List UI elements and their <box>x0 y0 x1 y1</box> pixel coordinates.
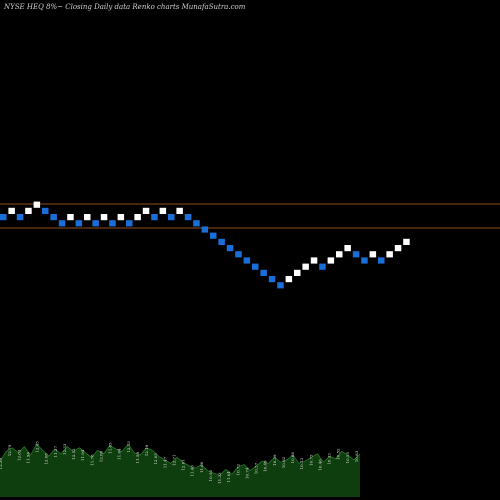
renko-brick-down <box>268 276 276 283</box>
renko-brick-down <box>210 232 217 239</box>
renko-brick-up <box>117 214 125 221</box>
renko-bricks <box>0 201 410 289</box>
renko-brick-down <box>260 269 267 276</box>
volume-label: 11.96 <box>25 452 30 464</box>
renko-brick-up <box>403 238 410 245</box>
renko-brick-up <box>176 207 183 214</box>
renko-brick-down <box>16 214 24 221</box>
volume-label: 10.33 <box>327 453 332 465</box>
volume-label: 10.39 <box>272 454 277 466</box>
volume-label: 12.08 <box>44 453 49 465</box>
volume-label: 12.39 <box>0 458 3 470</box>
renko-brick-up <box>327 257 335 264</box>
renko-brick-up <box>142 207 150 214</box>
volume-label: 11.64 <box>117 448 122 460</box>
volume-label: 11.94 <box>80 449 85 461</box>
renko-brick-down <box>352 251 360 258</box>
volume-label: 11.64 <box>226 471 231 483</box>
volume-label: 12.52 <box>71 448 76 460</box>
renko-brick-down <box>109 220 116 227</box>
renko-brick-down <box>378 257 385 264</box>
volume-label: 11.33 <box>217 472 222 484</box>
renko-brick-down <box>243 257 251 264</box>
renko-brick-down <box>184 214 192 221</box>
renko-brick-down <box>58 220 66 227</box>
renko-brick-down <box>0 214 7 221</box>
renko-brick-down <box>361 257 368 264</box>
renko-brick-down <box>218 238 225 245</box>
volume-label: 10.50 <box>208 470 213 482</box>
renko-brick-up <box>344 245 351 252</box>
renko-brick-down <box>168 214 175 221</box>
volume-label: 11.47 <box>162 456 167 468</box>
volume-label: 11.78 <box>89 454 94 466</box>
renko-brick-down <box>277 282 284 289</box>
renko-brick-down <box>75 220 83 227</box>
volume-label: 11.65 <box>108 442 113 454</box>
volume-label: 12.79 <box>7 444 12 456</box>
renko-brick-down <box>42 207 49 214</box>
renko-brick-down <box>201 226 209 233</box>
renko-brick-down <box>193 220 200 227</box>
volume-label: 12.00 <box>98 450 103 462</box>
renko-brick-down <box>92 220 99 227</box>
volume-label: 12.45 <box>35 441 40 453</box>
renko-brick-up <box>100 214 108 221</box>
volume-label: 10.55 <box>345 452 350 464</box>
volume-label: 12.01 <box>181 459 186 470</box>
volume-label: 12.05 <box>153 453 158 465</box>
volume-label: 10.62 <box>281 456 286 468</box>
renko-brick-up <box>33 201 41 208</box>
volume-label: 11.60 <box>199 461 204 473</box>
renko-brick-up <box>336 251 343 258</box>
volume-label: 12.33 <box>62 443 67 455</box>
volume-area-fill <box>0 444 360 497</box>
volume-label: 11.46 <box>190 465 195 477</box>
renko-brick-up <box>302 263 309 270</box>
volume-label: 10.46 <box>318 459 323 471</box>
renko-brick-up <box>8 207 15 214</box>
volume-label: 12.19 <box>144 444 149 456</box>
renko-brick-up <box>294 269 301 276</box>
volume-label: 12.13 <box>126 441 131 453</box>
volume-line <box>0 443 361 476</box>
renko-brick-down <box>50 214 57 221</box>
renko-brick-up <box>134 214 141 221</box>
volume-area <box>0 443 361 497</box>
volume-label: 10.83 <box>354 450 359 462</box>
renko-brick-up <box>386 251 393 258</box>
volume-labels: 12.39 12.79 12.63 11.96 12.45 12.08 11.27 12.33… <box>0 441 359 484</box>
renko-brick-down <box>226 245 234 252</box>
volume-label: 10.52 <box>336 448 341 460</box>
volume-label: 12.63 <box>16 449 21 461</box>
volume-label: 10.57 <box>254 462 259 474</box>
chart-title: NYSE HEQ 8%~ Closing Daily data Renko ch… <box>3 3 246 11</box>
renko-brick-up <box>25 207 32 214</box>
renko-brick-up <box>369 251 377 258</box>
renko-brick-up <box>285 276 293 283</box>
renko-brick-up <box>394 245 402 252</box>
volume-label: 10.49 <box>263 460 268 472</box>
volume-label: 10.13 <box>299 458 304 470</box>
renko-brick-down <box>319 263 326 270</box>
volume-label: 11.27 <box>53 446 58 458</box>
volume-label: 10.66 <box>290 452 295 464</box>
renko-brick-down <box>252 263 259 270</box>
volume-label: 12.71 <box>171 454 176 465</box>
renko-brick-down <box>151 214 158 221</box>
renko-brick-up <box>310 257 318 264</box>
renko-brick-up <box>159 207 167 214</box>
renko-brick-down <box>126 220 133 227</box>
volume-label: 10.74 <box>245 467 250 479</box>
renko-brick-up <box>67 214 74 221</box>
renko-brick-down <box>235 251 242 258</box>
renko-brick-up <box>84 214 91 221</box>
volume-label: 10.75 <box>308 454 313 466</box>
volume-label: 10.72 <box>235 464 240 476</box>
volume-label: 11.59 <box>135 452 140 464</box>
